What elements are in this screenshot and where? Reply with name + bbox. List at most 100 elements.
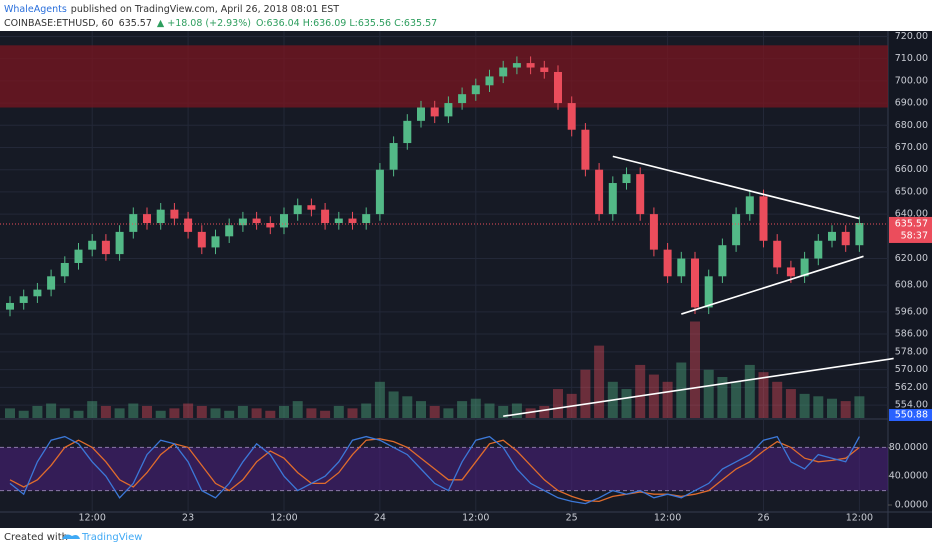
candle-body bbox=[622, 174, 631, 184]
volume-bar bbox=[374, 381, 385, 418]
candle-body bbox=[197, 231, 206, 248]
candle-body bbox=[567, 103, 576, 130]
y-tick-label: 670.00 bbox=[895, 142, 928, 153]
volume-bar bbox=[731, 381, 742, 418]
candle-body bbox=[362, 214, 371, 223]
footer-created: Created with bbox=[4, 532, 68, 543]
volume-bar bbox=[18, 410, 29, 418]
last-price-badge bbox=[889, 216, 932, 243]
candle-body bbox=[800, 258, 809, 277]
candle-body bbox=[47, 276, 56, 290]
volume-bar bbox=[155, 410, 166, 418]
volume-bar bbox=[799, 393, 810, 418]
candle-body bbox=[691, 258, 699, 308]
resistance-zone bbox=[0, 45, 888, 108]
candle-body bbox=[334, 218, 343, 223]
candle-body bbox=[841, 231, 850, 246]
candle-body bbox=[444, 103, 453, 117]
x-tick-label: 24 bbox=[374, 513, 386, 524]
x-tick-label: 12:00 bbox=[462, 513, 489, 524]
stoch-band bbox=[0, 447, 888, 491]
candle-body bbox=[307, 205, 316, 210]
candle-body bbox=[649, 214, 658, 250]
candle-body bbox=[773, 240, 782, 268]
y-tick-label: 720.00 bbox=[895, 31, 928, 42]
volume-bar bbox=[320, 410, 331, 418]
candle-body bbox=[238, 218, 247, 226]
trendline bbox=[612, 155, 860, 220]
stoch-tick-label: 80.0000 bbox=[889, 442, 928, 453]
axis-badge: 550.88 bbox=[895, 410, 928, 421]
candle-body bbox=[540, 67, 549, 72]
header-ohlc: O:636.04 H:636.09 L:635.56 C:635.57 bbox=[256, 18, 437, 29]
candle-body bbox=[759, 196, 768, 241]
volume-bar bbox=[196, 405, 207, 418]
y-tick-label: 640.00 bbox=[895, 209, 928, 220]
volume-bar bbox=[553, 389, 563, 418]
candle-body bbox=[293, 205, 302, 215]
volume-bar bbox=[388, 391, 399, 418]
y-tick-label: 700.00 bbox=[895, 75, 928, 86]
x-tick-label: 12:00 bbox=[79, 513, 106, 524]
x-tick-label: 25 bbox=[566, 513, 578, 524]
candle-body bbox=[745, 196, 754, 215]
candle-body bbox=[718, 245, 727, 277]
candle-body bbox=[225, 225, 234, 237]
volume-bar bbox=[361, 403, 372, 418]
volume-bar bbox=[840, 401, 851, 418]
x-tick-label: 12:00 bbox=[654, 513, 681, 524]
volume-bar bbox=[470, 398, 481, 418]
volume-bar bbox=[484, 403, 495, 418]
volume-bar bbox=[827, 398, 837, 418]
volume-bar bbox=[142, 405, 152, 418]
volume-bar bbox=[758, 372, 769, 418]
candle-body bbox=[471, 85, 480, 95]
candle-body bbox=[143, 214, 151, 223]
candle-body bbox=[458, 94, 467, 104]
volume-bar bbox=[511, 403, 522, 418]
footer-brand[interactable]: TradingView bbox=[81, 532, 142, 543]
volume-bar bbox=[224, 410, 235, 418]
volume-bar bbox=[114, 408, 125, 418]
candle-body bbox=[6, 302, 14, 310]
volume-bar bbox=[813, 396, 824, 418]
volume-bar bbox=[416, 401, 426, 418]
volume-bar bbox=[662, 381, 673, 418]
volume-bar bbox=[525, 408, 536, 418]
candle-body bbox=[375, 169, 384, 215]
volume-bar bbox=[498, 405, 509, 418]
publisher[interactable]: WhaleAgents bbox=[4, 4, 67, 15]
candle-body bbox=[677, 258, 686, 277]
candle-body bbox=[608, 183, 617, 215]
stoch-tick-label: 0.0000 bbox=[895, 500, 928, 511]
volume-bar bbox=[717, 376, 728, 418]
volume-bar bbox=[429, 405, 440, 418]
y-tick-label: 710.00 bbox=[895, 53, 928, 64]
header-change: ▲ +18.08 (+2.93%) bbox=[157, 18, 251, 29]
volume-bar bbox=[648, 374, 659, 418]
volume-bar bbox=[772, 381, 783, 418]
volume-bar bbox=[265, 410, 276, 418]
candle-body bbox=[595, 169, 604, 215]
stoch-d-line bbox=[9, 438, 860, 503]
countdown-label: 58:37 bbox=[901, 230, 928, 241]
candle-body bbox=[129, 214, 138, 232]
candle-body bbox=[101, 240, 110, 255]
y-tick-label: 586.00 bbox=[895, 329, 928, 340]
y-tick-label: 570.00 bbox=[895, 364, 928, 375]
symbol: COINBASE:ETHUSD, 60 bbox=[4, 18, 114, 29]
trendline bbox=[681, 255, 864, 315]
candle-body bbox=[115, 231, 124, 255]
candle-body bbox=[636, 174, 645, 215]
axis-badge-box bbox=[889, 409, 932, 421]
last-price-label: 635.57 bbox=[895, 218, 928, 229]
volume-bar bbox=[183, 403, 194, 418]
price-axis bbox=[888, 31, 932, 528]
candle-body bbox=[321, 209, 330, 223]
y-tick-label: 680.00 bbox=[895, 120, 928, 131]
x-tick-label: 12:00 bbox=[270, 513, 297, 524]
candle-body bbox=[170, 209, 179, 219]
volume-bar bbox=[457, 401, 468, 418]
candle-body bbox=[430, 107, 439, 117]
